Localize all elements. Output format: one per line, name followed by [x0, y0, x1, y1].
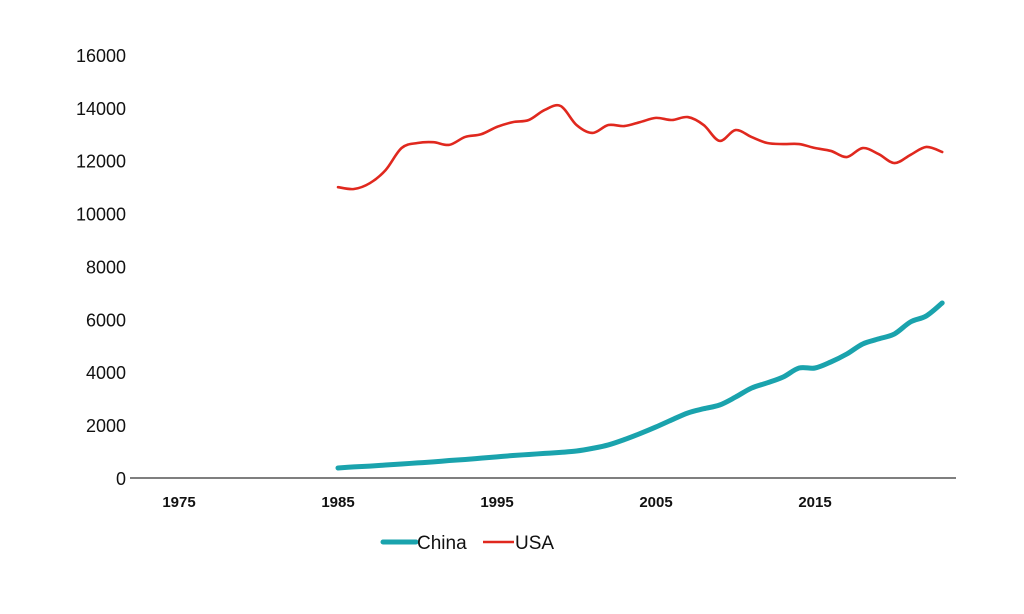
y-tick-label: 4000: [86, 363, 126, 383]
series-line-china: [338, 303, 942, 468]
y-tick-label: 8000: [86, 257, 126, 277]
y-tick-label: 10000: [76, 205, 126, 225]
x-tick-label: 1985: [321, 494, 354, 511]
legend-label-usa: USA: [515, 533, 554, 554]
x-tick-label: 2015: [798, 494, 831, 511]
y-tick-label: 2000: [86, 416, 126, 436]
y-axis: 0 2000 4000 6000 8000 10000 12000 14000 16000: [76, 46, 126, 489]
y-tick-label: 6000: [86, 310, 126, 330]
y-tick-label: 14000: [76, 99, 126, 119]
series-line-usa: [338, 105, 942, 189]
legend-label-china: China: [417, 533, 467, 554]
x-tick-label: 1995: [480, 494, 513, 511]
x-tick-label: 1975: [162, 494, 195, 511]
y-tick-label: 0: [116, 469, 126, 489]
x-tick-label: 2005: [639, 494, 672, 511]
y-tick-label: 16000: [76, 46, 126, 66]
plot-area: [338, 105, 942, 468]
legend: China USA: [383, 533, 554, 554]
x-axis: 1975 1985 1995 2005 2015: [162, 494, 831, 511]
y-tick-label: 12000: [76, 152, 126, 172]
